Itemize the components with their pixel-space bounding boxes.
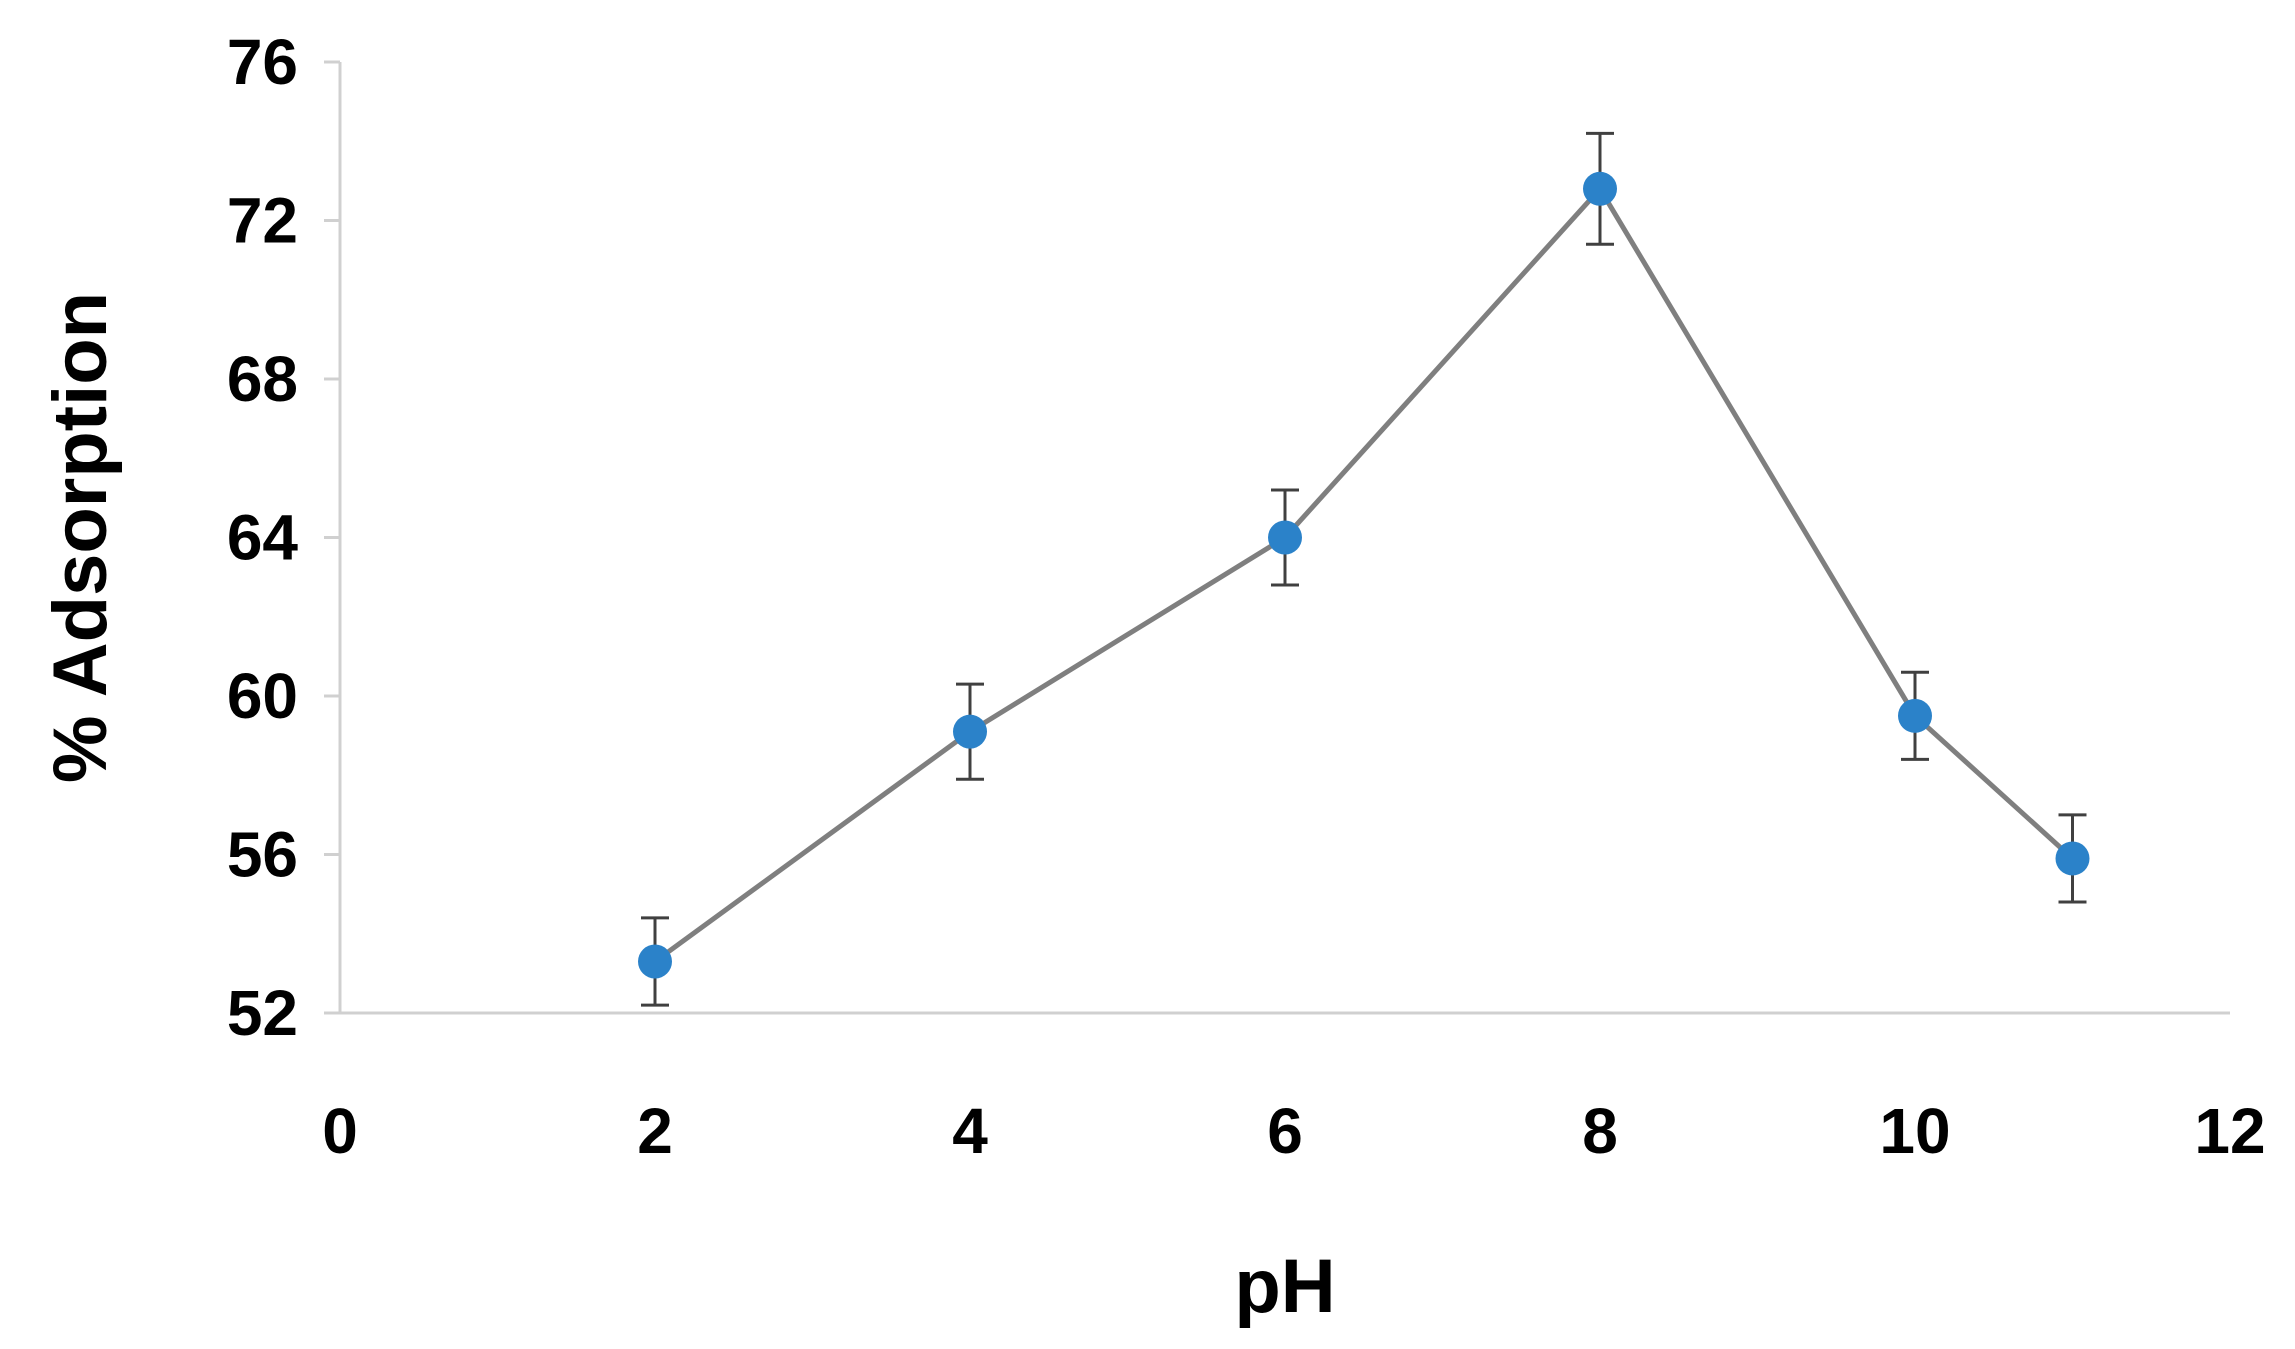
series-line — [653, 184, 2075, 964]
y-tick-label: 68 — [227, 343, 298, 415]
data-point — [2055, 841, 2090, 876]
x-tick-label: 12 — [2194, 1095, 2265, 1167]
x-ticks: 0 2 4 6 8 10 12 — [322, 1095, 2265, 1167]
y-ticks: 52 56 60 64 68 72 76 — [227, 26, 340, 1049]
x-tick-label: 6 — [1267, 1095, 1303, 1167]
x-tick-label: 2 — [637, 1095, 673, 1167]
data-point — [1898, 698, 1932, 733]
data-point — [953, 714, 987, 749]
x-axis-title: pH — [1234, 1244, 1335, 1329]
series-layer — [638, 131, 2090, 1007]
x-tick-label: 10 — [1879, 1095, 1950, 1167]
y-tick-label: 52 — [227, 977, 298, 1049]
y-tick-label: 76 — [227, 26, 298, 98]
y-tick-label: 60 — [227, 660, 298, 732]
y-axis-title: % Adsorption — [38, 292, 123, 783]
y-tick-label: 64 — [227, 502, 299, 574]
x-tick-label: 0 — [322, 1095, 358, 1167]
x-tick-label: 4 — [952, 1095, 988, 1167]
y-tick-label: 56 — [227, 819, 298, 891]
y-tick-label: 72 — [227, 185, 298, 257]
x-tick-label: 8 — [1582, 1095, 1618, 1167]
data-point — [638, 944, 672, 979]
data-point — [1583, 171, 1617, 206]
data-point — [1268, 520, 1302, 555]
